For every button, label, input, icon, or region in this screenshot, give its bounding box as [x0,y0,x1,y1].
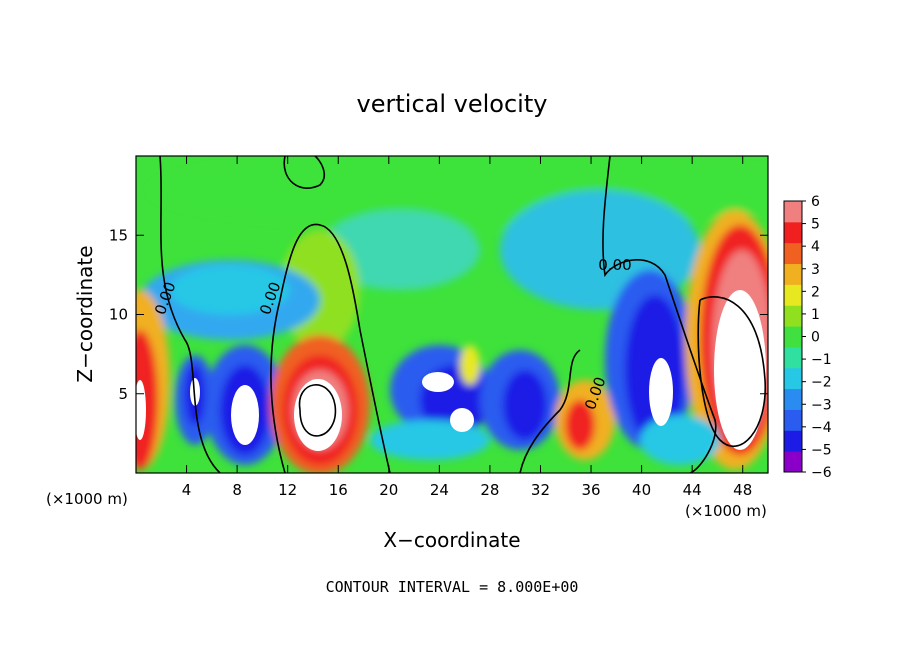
colorbar-swatch-3 [784,388,802,410]
colorbar-tick-label-2: 4 [811,239,820,255]
x-tick-label-10: 44 [683,481,702,499]
y-tick-label-1: 10 [109,306,128,324]
contour-line-2 [602,156,717,473]
colorbar-swatch-6 [784,326,802,348]
contour-label-2: 0.00 [598,256,631,274]
contour-line-4 [283,156,325,189]
colorbar-tick-label-5: 1 [811,307,820,323]
y-axis-label: Z−coordinate [73,245,97,382]
saturated-cores [136,290,766,451]
colorbar-swatch-7 [784,305,802,327]
contour-line-5 [298,384,337,437]
contour-line-1 [270,223,391,473]
field-blob-20 [565,400,595,450]
x-tick-label-6: 28 [480,481,499,499]
core-4 [450,408,474,432]
x-tick-label-7: 32 [531,481,550,499]
colorbar-tick-label-12: −6 [811,465,832,481]
core-5 [649,358,673,426]
y-tick-label-2: 15 [109,226,128,244]
contour-line-0 [159,156,221,473]
colorbar-swatch-0 [784,451,802,473]
x-tick-label-11: 48 [733,481,752,499]
colorbar-tick-label-10: −4 [811,420,832,436]
colorbar-swatch-12 [784,201,802,223]
contour-line-3 [519,349,581,473]
colorbar-tick-label-7: −1 [811,352,832,368]
core-1 [231,385,259,445]
contour-interval-note: CONTOUR INTERVAL = 8.000E+00 [326,578,579,596]
field-blob-0 [150,156,768,230]
core-7 [136,380,146,440]
core-6 [714,290,766,450]
x-tick-label-0: 4 [182,481,192,499]
colorbar-tick-label-3: 3 [811,262,820,278]
colorbar-swatch-2 [784,409,802,431]
colorbar-swatch-9 [784,263,802,285]
colorbar-swatch-10 [784,242,802,265]
x-unit-right: (×1000 m) [685,502,767,520]
colorbar-swatch-1 [784,430,802,452]
x-tick-label-8: 36 [581,481,600,499]
field-blob-2 [320,210,480,290]
colorbar-tick-label-11: −5 [811,442,832,458]
colorbar: 6 5 4 3 2 1 0 −1 −2 −3 −4 −5 −6 [783,194,832,481]
zero-contour-lines [159,156,766,473]
x-tick-label-9: 40 [632,481,651,499]
chart-title: vertical velocity [357,90,548,118]
x-tick-label-5: 24 [430,481,449,499]
y-axis-ticks: 5 10 15 [109,226,768,403]
contour-line-6 [697,296,766,447]
plot-area: 0.00 0.000.000.00 [136,156,768,473]
x-axis-label: X−coordinate [383,528,520,552]
y-tick-label-0: 5 [118,385,128,403]
x-unit-left: (×1000 m) [46,490,128,508]
core-0 [294,379,342,451]
core-3 [422,372,454,392]
colorbar-tick-label-8: −2 [811,375,832,391]
colorbar-swatch-5 [784,346,802,369]
x-axis-ticks: 4 8 12 16 20 24 28 32 36 40 44 48 [182,156,752,499]
field-blob-18 [503,370,547,440]
colorbar-tick-label-1: 5 [811,217,820,233]
field-blob-5 [170,265,290,315]
colorbar-swatch-4 [784,367,802,390]
colorbar-tick-label-0: 6 [811,194,820,210]
x-tick-label-3: 16 [329,481,348,499]
field-blob-26 [460,345,480,385]
x-tick-label-2: 12 [278,481,297,499]
x-tick-label-4: 20 [379,481,398,499]
colorbar-tick-label-9: −3 [811,397,832,413]
colorbar-swatch-8 [784,284,802,306]
colorbar-tick-label-6: 0 [811,330,820,346]
x-tick-label-1: 8 [232,481,242,499]
field-blob-28 [640,415,720,465]
colorbar-tick-label-4: 2 [811,284,820,300]
colorbar-swatch-11 [784,221,802,244]
